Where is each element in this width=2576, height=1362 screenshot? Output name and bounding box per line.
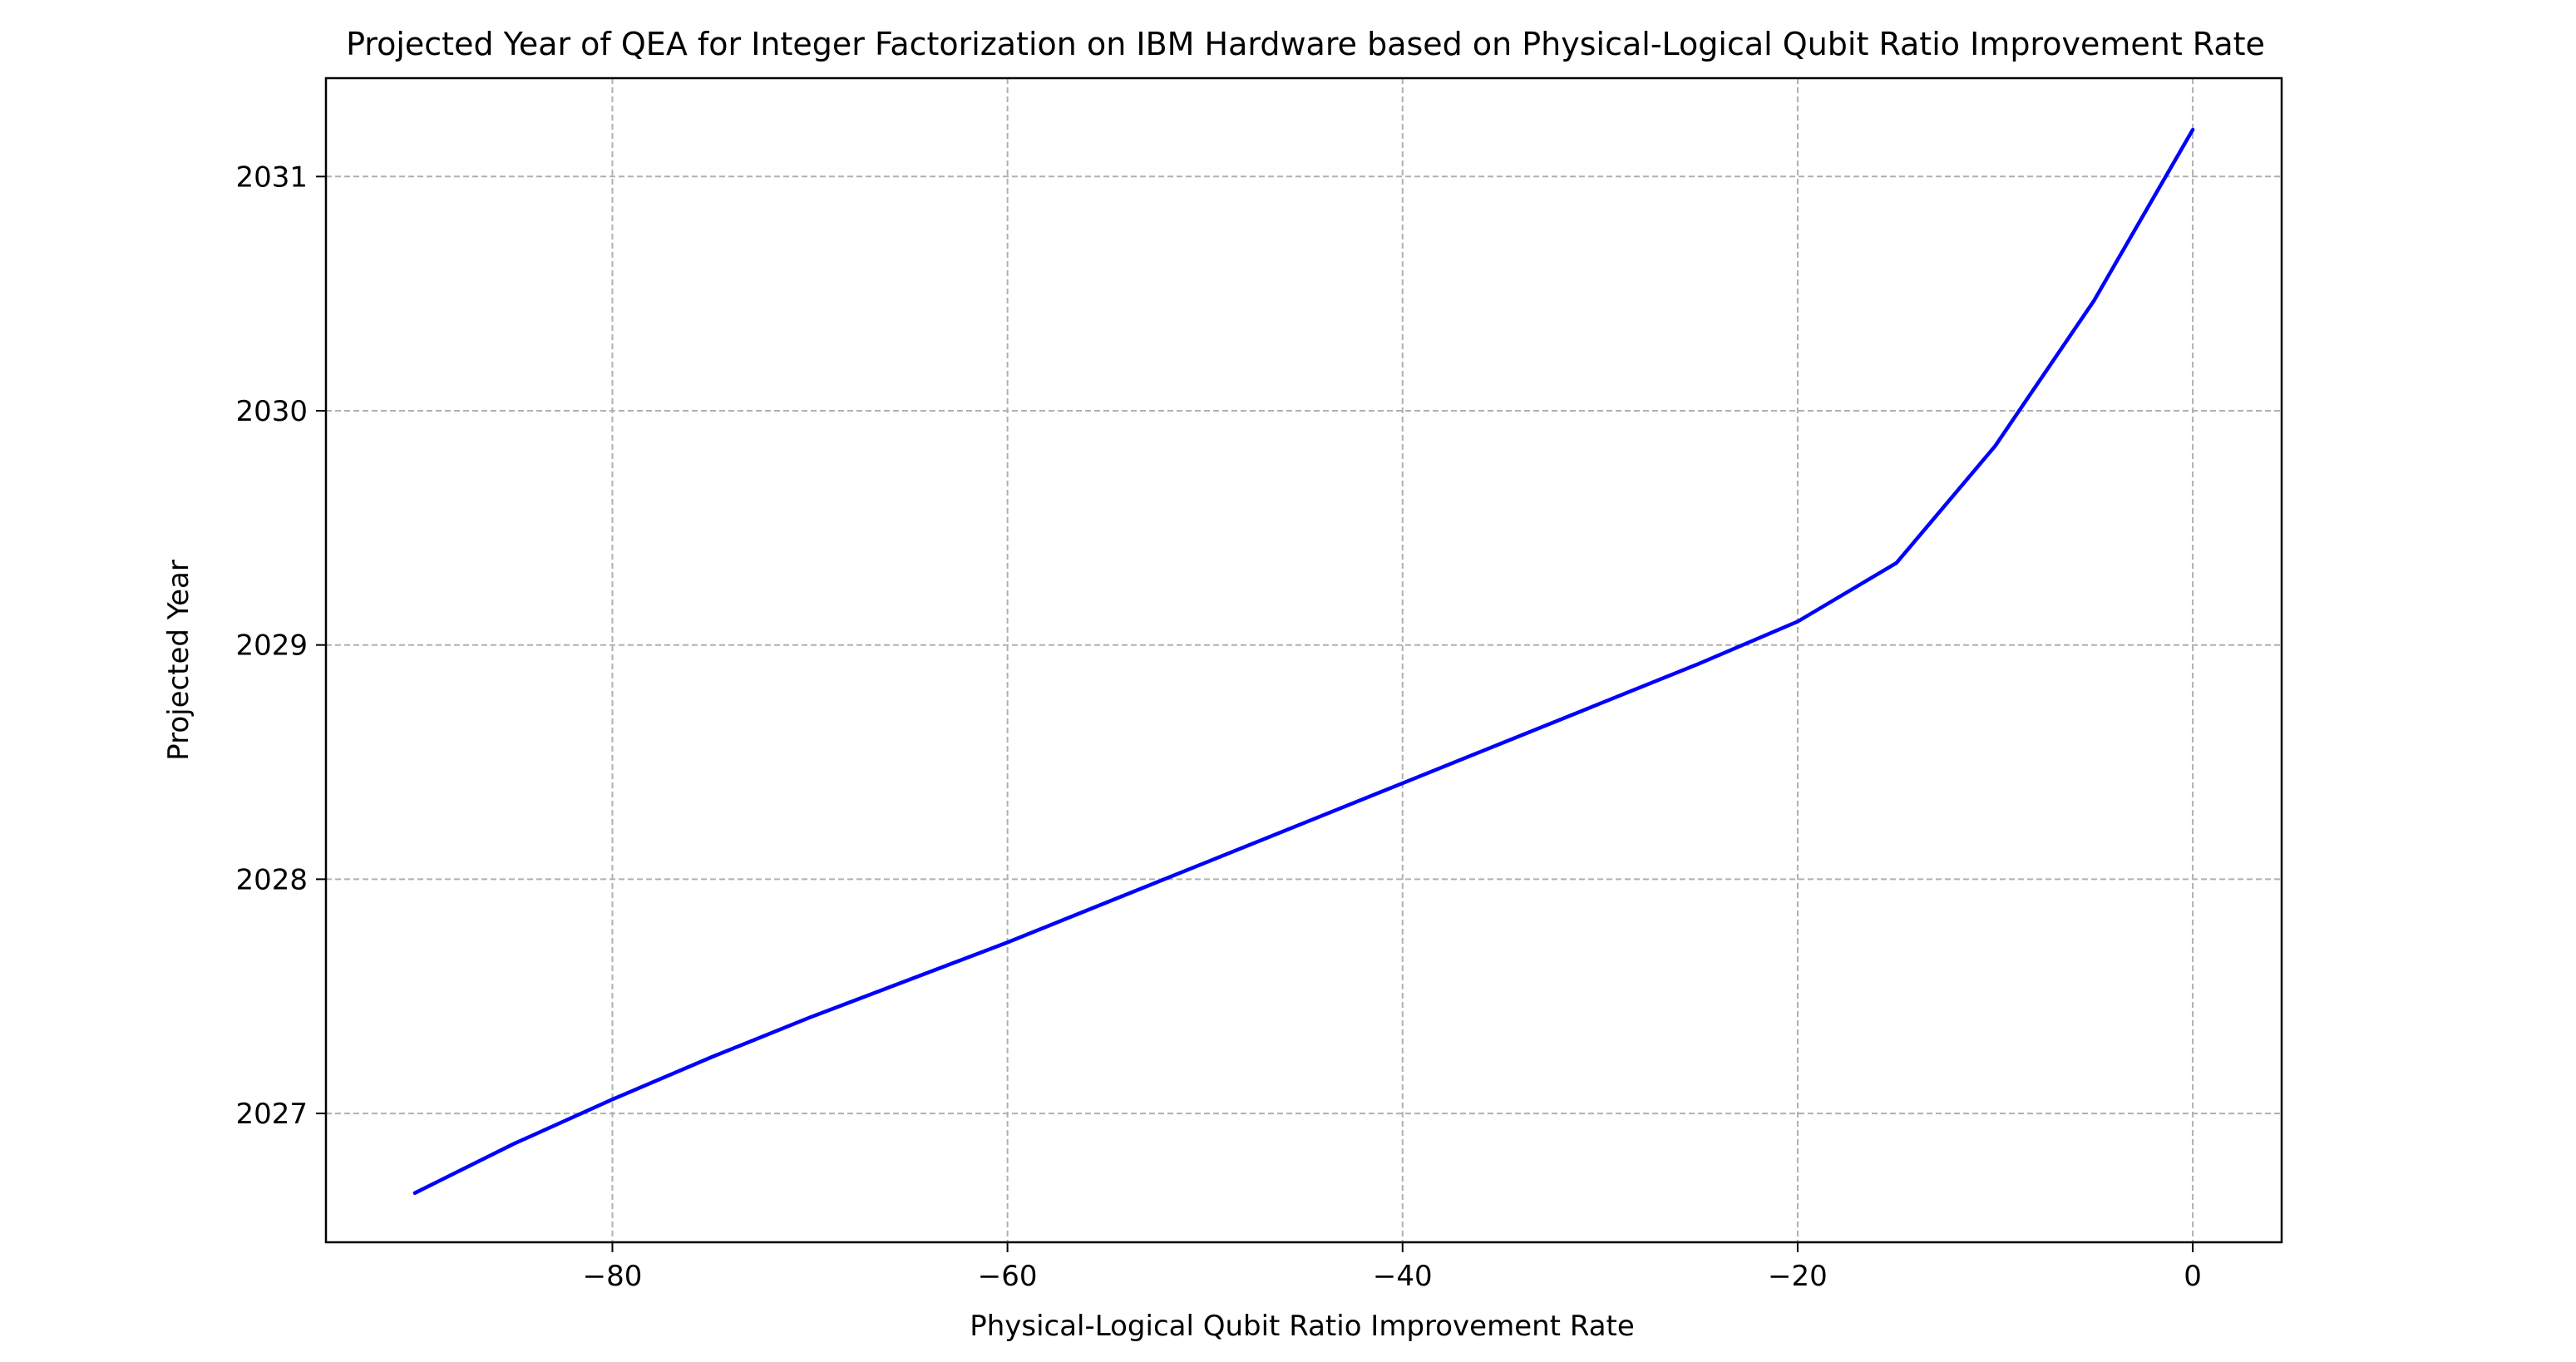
- axis-ticks: −80 −60 −40 −20 0 2027 2028 2029 2030 2031: [235, 160, 2201, 1293]
- x-axis-label: Physical-Logical Qubit Ratio Improvement…: [970, 1310, 1635, 1343]
- chart-title: Projected Year of QEA for Integer Factor…: [346, 26, 2265, 62]
- y-tick-label: 2030: [235, 395, 308, 428]
- y-tick-label: 2027: [235, 1098, 308, 1131]
- x-tick-label: −60: [978, 1260, 1038, 1293]
- series-layer: [412, 127, 2195, 1196]
- y-tick-label: 2028: [235, 863, 308, 896]
- x-tick-label: −20: [1768, 1260, 1828, 1293]
- plot-frame: [324, 76, 2283, 1244]
- y-axis-label: Projected Year: [162, 560, 195, 761]
- grid-lines: [326, 78, 2282, 1242]
- series-line: [412, 127, 2195, 1196]
- y-tick-label: 2031: [235, 160, 308, 194]
- y-tick-label: 2029: [235, 629, 308, 663]
- x-tick-label: −40: [1373, 1260, 1433, 1293]
- x-tick-label: −80: [583, 1260, 643, 1293]
- x-tick-label: 0: [2184, 1260, 2202, 1293]
